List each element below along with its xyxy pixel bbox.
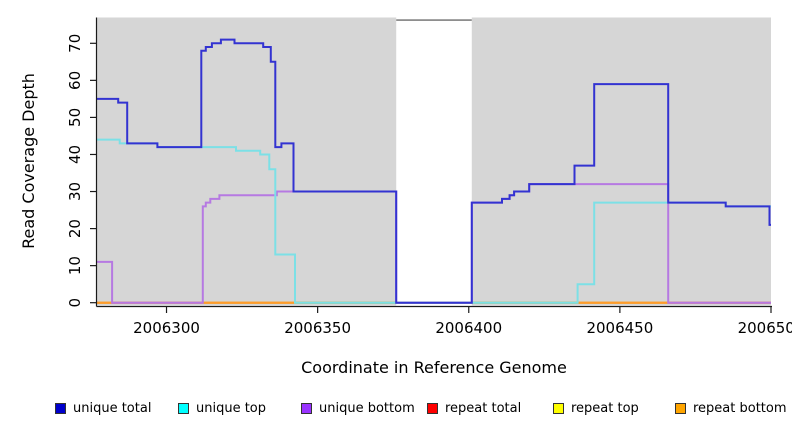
legend-item-unique-top: unique top bbox=[178, 399, 266, 417]
x-tick-label: 2006400 bbox=[435, 319, 502, 337]
x-axis-title: Coordinate in Reference Genome bbox=[301, 358, 567, 377]
x-tick-label: 2006350 bbox=[284, 319, 351, 337]
legend-label: repeat bottom bbox=[693, 400, 787, 416]
gap-top-border bbox=[396, 19, 472, 21]
y-tick-label: 0 bbox=[66, 298, 84, 308]
series-layer bbox=[97, 38, 771, 304]
legend-swatch-icon bbox=[301, 402, 312, 414]
x-tick-label: 2006300 bbox=[133, 319, 200, 337]
y-tick-label: 10 bbox=[66, 256, 84, 275]
y-tick-label: 60 bbox=[66, 71, 84, 90]
y-tick-label: 50 bbox=[66, 108, 84, 127]
y-tick-label: 40 bbox=[66, 145, 84, 164]
legend-item-repeat-bottom: repeat bottom bbox=[675, 399, 787, 417]
legend-item-unique-total: unique total bbox=[55, 399, 151, 417]
legend-label: unique top bbox=[196, 400, 267, 416]
legend-label: repeat top bbox=[571, 400, 639, 416]
legend-label: unique total bbox=[73, 400, 152, 416]
x-tick-label: 2006450 bbox=[586, 319, 653, 337]
legend-item-unique-bottom: unique bottom bbox=[301, 399, 415, 417]
legend-swatch-icon bbox=[178, 402, 189, 414]
legend-swatch-icon bbox=[675, 402, 686, 414]
y-tick-label: 20 bbox=[66, 219, 84, 238]
y-tick-label: 30 bbox=[66, 182, 84, 201]
legend-item-repeat-top: repeat top bbox=[553, 399, 639, 417]
legend-label: repeat total bbox=[445, 400, 522, 416]
legend-label: unique bottom bbox=[319, 400, 415, 416]
legend-swatch-icon bbox=[55, 402, 66, 414]
legend-swatch-icon bbox=[427, 402, 438, 414]
legend-swatch-icon bbox=[553, 402, 564, 414]
chart-legend: unique total unique top unique bottom repea… bbox=[0, 399, 792, 419]
y-axis-title: Read Coverage Depth bbox=[19, 73, 38, 249]
y-tick-label: 70 bbox=[66, 34, 84, 53]
gap-region bbox=[396, 17, 472, 306]
series-line-unique-total bbox=[97, 38, 771, 304]
plot-background-layer bbox=[97, 17, 771, 306]
legend-item-repeat-total: repeat total bbox=[427, 399, 521, 417]
